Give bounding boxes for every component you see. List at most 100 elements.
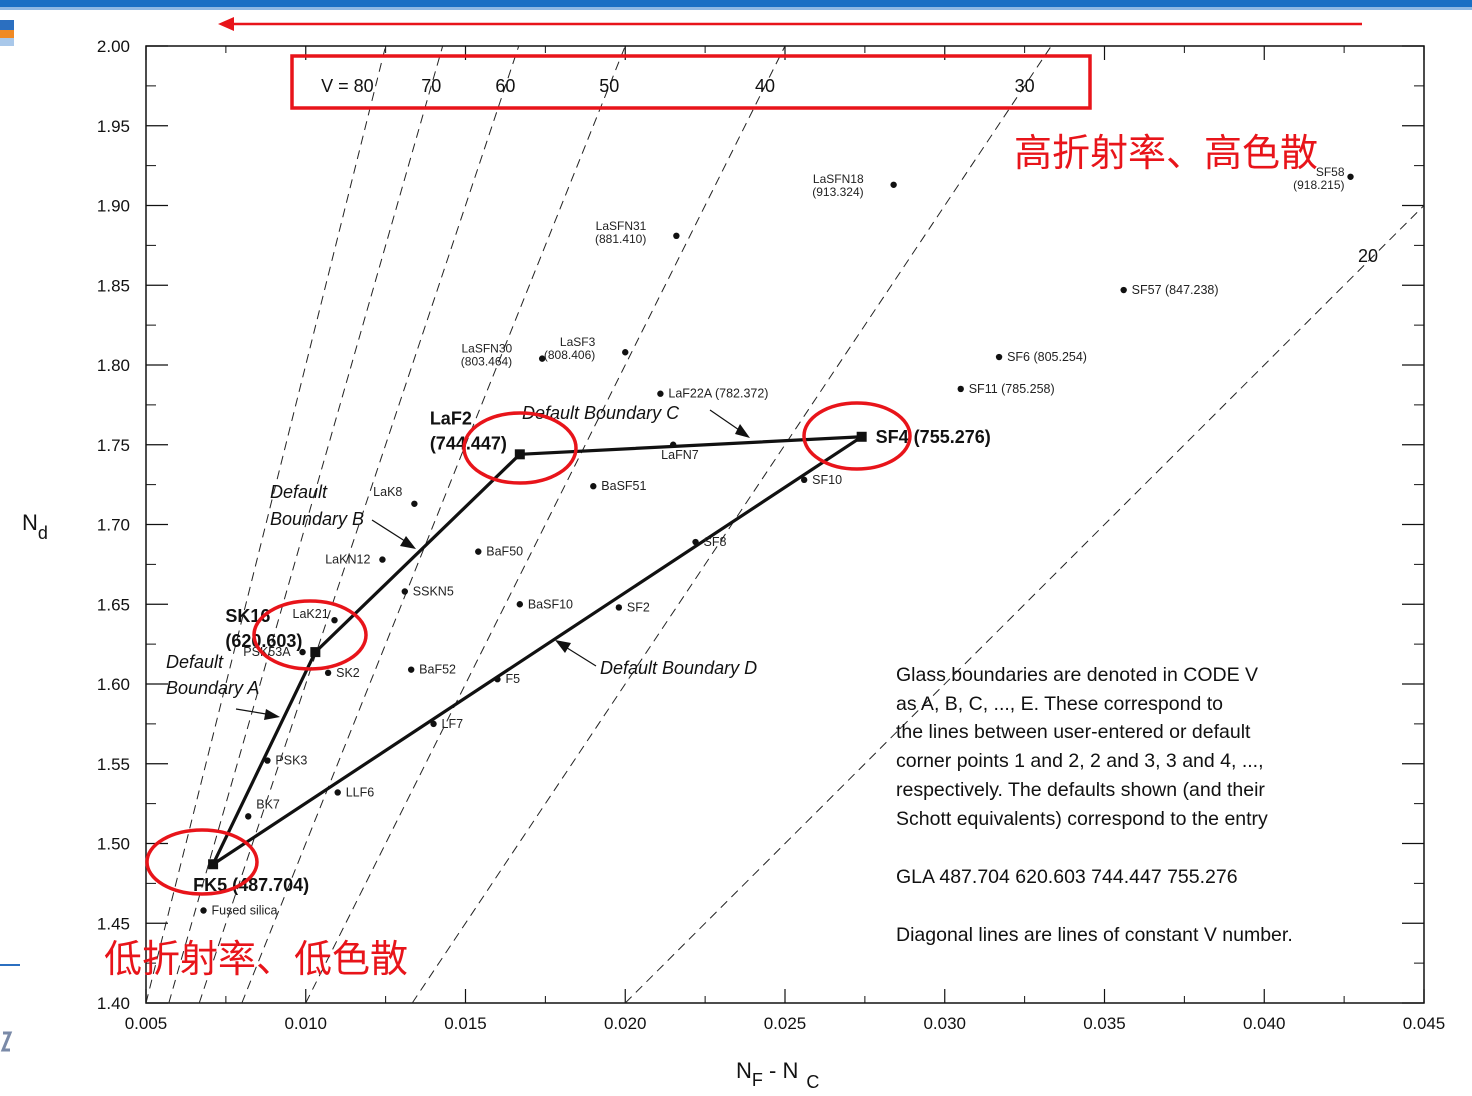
- high-index-annotation: 高折射率、高色散: [1014, 133, 1318, 175]
- x-tick-label: 0.025: [764, 1014, 807, 1033]
- y-tick-label: 1.95: [97, 117, 130, 136]
- x-tick-label: 0.010: [284, 1014, 327, 1033]
- boundary-a-pointer-head: [264, 709, 280, 720]
- top-bar-shadow: [0, 7, 1472, 10]
- glass-label: SF57 (847.238): [1132, 283, 1219, 297]
- note-line: Diagonal lines are lines of constant V n…: [896, 924, 1293, 946]
- boundary-line: [211, 435, 864, 866]
- glass-point: [299, 648, 306, 656]
- x-tick-label: 0.040: [1243, 1014, 1286, 1033]
- corner-label: SF4 (755.276): [876, 427, 991, 447]
- corner-marker: [856, 431, 867, 442]
- fk5-highlight-ellipse: [145, 828, 259, 896]
- glass-label: PSK53A: [243, 645, 291, 659]
- note-gla-line: GLA 487.704 620.603 744.447 755.276: [896, 866, 1238, 888]
- glass-code: (881.410): [595, 232, 646, 246]
- x-tick-label: 0.030: [923, 1014, 966, 1033]
- glass-label: BaF52: [419, 663, 456, 677]
- glass-label: LaF22A (782.372): [668, 387, 768, 401]
- glass-point: [657, 390, 664, 397]
- y-tick-label: 2.00: [97, 37, 130, 56]
- y-tick-label: 1.75: [97, 436, 130, 455]
- glass-label: LaSFN30: [461, 342, 512, 356]
- boundary-labels: Default Boundary A Default Boundary B De…: [166, 403, 757, 720]
- glass-label: LaKN12: [325, 553, 370, 567]
- boundary-d-label: Default Boundary D: [600, 658, 757, 678]
- v-line-60: [198, 45, 520, 1004]
- glass-label: LaK8: [373, 485, 402, 499]
- glass-point: [401, 588, 408, 595]
- glass-point: [411, 500, 418, 507]
- glass-label: PSK3: [275, 754, 307, 768]
- glass-label: LaFN7: [661, 448, 699, 462]
- boundary-a-label-line1: Default: [166, 652, 224, 672]
- glass-point: [430, 720, 437, 728]
- corner-marker: [208, 859, 219, 870]
- y-tick-label: 1.85: [97, 276, 130, 295]
- note-line: respectively. The defaults shown (and th…: [896, 779, 1265, 801]
- corner-code: (744.447): [430, 433, 507, 453]
- direction-arrow: [218, 17, 1362, 31]
- glass-point: [590, 483, 597, 490]
- glass-points: LaSFN18(913.324) SF58(918.215) LaSFN31(881…: [200, 165, 1354, 917]
- boundary-a-label-line2: Boundary A: [166, 678, 259, 698]
- glass-point: [673, 232, 680, 240]
- glass-label: Fused silica: [212, 903, 278, 917]
- v-line-label: 70: [421, 76, 441, 96]
- x-tick-label: 0.005: [125, 1014, 168, 1033]
- glass-point: [200, 907, 207, 914]
- v-line-label: 40: [755, 76, 775, 96]
- glass-point: [331, 617, 338, 624]
- glass-point: [264, 757, 271, 764]
- v-line-30: [411, 45, 1052, 1004]
- glass-point: [324, 669, 332, 677]
- glass-point: [890, 181, 897, 188]
- x-tick-label: 0.015: [444, 1014, 487, 1033]
- glass-label: LLF6: [346, 785, 375, 799]
- glass-label: SSKN5: [413, 584, 454, 598]
- note-line: the lines between user-entered or defaul…: [896, 721, 1251, 743]
- boundary-d-pointer-head: [555, 640, 571, 653]
- glass-label: LaSFN18: [813, 172, 864, 186]
- y-tick-label: 1.60: [97, 675, 130, 694]
- low-index-annotation: 低折射率、低色散: [104, 939, 408, 981]
- red-highlights: [145, 54, 1092, 896]
- slide-header: [0, 0, 1472, 1052]
- glass-label: BaF50: [486, 545, 523, 559]
- glass-point: [669, 441, 677, 448]
- glass-point: [957, 385, 964, 393]
- boundary-c-pointer: [709, 409, 743, 433]
- y-tick-label: 1.90: [97, 197, 130, 216]
- glass-point: [334, 789, 341, 796]
- boundary-b-pointer: [371, 519, 409, 544]
- glass-label: LaSFN31: [596, 219, 647, 233]
- glass-point: [494, 676, 501, 683]
- note-line: corner points 1 and 2, 2 and 3, 3 and 4,…: [896, 750, 1264, 772]
- boundary-line: [313, 452, 522, 654]
- corner-marker: [310, 647, 321, 658]
- note-line: Schott equivalents) correspond to the en…: [896, 808, 1268, 830]
- axis-ticks: 0.005 0.010 0.015 0.020 0.025 0.030 0.035 0.040…: [97, 37, 1445, 1033]
- y-tick-label: 1.80: [97, 356, 130, 375]
- glass-code: (913.324): [812, 185, 863, 199]
- glass-point: [379, 556, 386, 563]
- glass-label: SF8: [704, 535, 727, 549]
- note-line: Glass boundaries are denoted in CODE V: [896, 664, 1258, 686]
- v-line-label: 30: [1015, 76, 1035, 96]
- glass-label: BaSF10: [528, 597, 573, 611]
- glass-label: SF6 (805.254): [1007, 350, 1087, 364]
- y-tick-label: 1.45: [97, 914, 130, 933]
- top-bar: [0, 0, 1472, 7]
- y-tick-label: 1.70: [97, 516, 130, 535]
- glass-label: BaSF51: [601, 479, 646, 493]
- x-tick-label: 0.020: [604, 1014, 647, 1033]
- glass-point: [692, 538, 699, 546]
- glass-code: (918.215): [1293, 178, 1344, 192]
- y-axis-title: Nd: [22, 510, 48, 543]
- glass-label: SF11 (785.258): [969, 382, 1055, 396]
- corner-code: (620.603): [225, 631, 302, 651]
- glass-label: LaK21: [293, 607, 329, 621]
- boundary-b-label-line1: Default: [270, 482, 328, 502]
- boundary-b-pointer-head: [400, 536, 416, 549]
